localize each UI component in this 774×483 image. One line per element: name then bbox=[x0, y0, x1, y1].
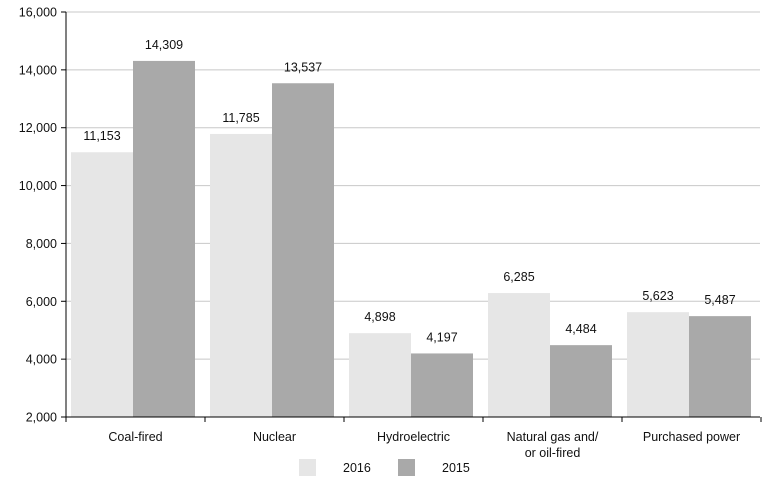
x-category-label: Nuclear bbox=[253, 430, 296, 444]
bar-2016 bbox=[210, 133, 272, 417]
bar-2015 bbox=[411, 353, 473, 417]
x-category-label: or oil-fired bbox=[525, 446, 581, 460]
x-category-label: Natural gas and/ bbox=[507, 430, 599, 444]
y-tick-label: 16,000 bbox=[19, 6, 57, 20]
bar-2016 bbox=[71, 152, 133, 417]
data-label: 4,484 bbox=[565, 322, 596, 336]
bar-2015 bbox=[550, 345, 612, 417]
legend-label-2015: 2015 bbox=[442, 461, 470, 475]
bars bbox=[71, 60, 751, 417]
bar-2015 bbox=[133, 60, 195, 417]
y-tick-label: 8,000 bbox=[26, 237, 57, 251]
bar-2016 bbox=[349, 333, 411, 417]
data-label: 14,309 bbox=[145, 38, 183, 52]
data-label: 4,898 bbox=[364, 310, 395, 324]
legend-swatch-2016 bbox=[299, 459, 316, 476]
data-label: 11,153 bbox=[83, 129, 120, 143]
data-label: 5,487 bbox=[704, 293, 735, 307]
y-tick-label: 12,000 bbox=[19, 121, 57, 135]
bar-2016 bbox=[488, 293, 550, 417]
legend-label-2016: 2016 bbox=[343, 461, 371, 475]
y-tick-labels: 2,000 4,000 6,000 8,000 10,000 12,000 14,000 16… bbox=[19, 6, 57, 425]
legend: 2016 2015 bbox=[299, 459, 470, 476]
axes bbox=[61, 11, 762, 422]
data-labels: 11,153 14,309 11,785 13,537 4,898 4,197 6,285 4… bbox=[83, 38, 735, 345]
data-label: 13,537 bbox=[284, 60, 322, 74]
data-label: 6,285 bbox=[503, 270, 534, 284]
bar-2016 bbox=[627, 312, 689, 417]
y-tick-label: 10,000 bbox=[19, 179, 57, 193]
x-category-label: Hydroelectric bbox=[377, 430, 450, 444]
data-label: 11,785 bbox=[222, 111, 259, 125]
bar-2015 bbox=[272, 83, 334, 417]
x-category-label: Coal-fired bbox=[108, 430, 162, 444]
y-tick-label: 6,000 bbox=[26, 295, 57, 309]
data-label: 5,623 bbox=[642, 289, 673, 303]
y-tick-label: 2,000 bbox=[26, 411, 57, 425]
y-tick-label: 4,000 bbox=[26, 353, 57, 367]
x-category-labels: Coal-fired Nuclear Hydroelectric Natural ga… bbox=[108, 430, 740, 460]
x-category-label: Purchased power bbox=[643, 430, 740, 444]
legend-swatch-2015 bbox=[398, 459, 415, 476]
bar-2015 bbox=[689, 316, 751, 417]
data-label: 4,197 bbox=[426, 330, 457, 344]
y-tick-label: 14,000 bbox=[19, 63, 57, 77]
